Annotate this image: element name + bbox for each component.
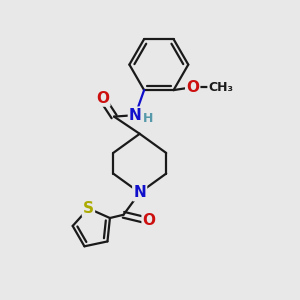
Text: N: N (133, 185, 146, 200)
Text: N: N (129, 108, 142, 123)
Text: O: O (142, 213, 156, 228)
Text: CH₃: CH₃ (208, 81, 233, 94)
Text: S: S (83, 201, 94, 216)
Text: O: O (96, 91, 110, 106)
Text: H: H (142, 112, 153, 124)
Text: O: O (186, 80, 199, 95)
